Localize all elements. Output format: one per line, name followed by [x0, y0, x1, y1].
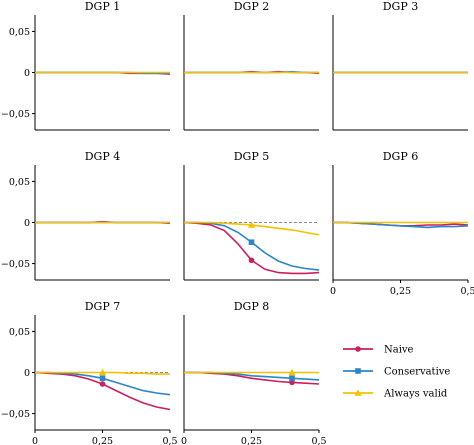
legend-label: Naive: [384, 345, 414, 356]
facet-panel-8: DGP 8 0 0,25 0,5: [181, 300, 327, 445]
x-tick-label: 0: [330, 286, 336, 297]
legend-marker-naive: [355, 346, 361, 352]
panel-title: DGP 2: [234, 0, 270, 13]
panel-title: DGP 7: [85, 300, 121, 313]
point-marker-conservative: [99, 375, 106, 382]
legend-label: Always valid: [383, 389, 448, 400]
point-marker-conservative: [289, 375, 295, 382]
panel-title: DGP 6: [383, 150, 419, 163]
x-tick-label: 0,5: [460, 286, 474, 297]
y-tick-label: 0,05: [9, 27, 30, 38]
x-tick-label: 0,5: [162, 436, 177, 445]
x-tick-label: 0,25: [390, 286, 411, 297]
x-tick-label: 0: [32, 436, 38, 445]
point-marker-always-valid: [98, 368, 107, 376]
panel-title: DGP 5: [234, 150, 270, 163]
point-marker-naive: [99, 381, 106, 387]
legend-label: Conservative: [384, 367, 450, 378]
y-tick-label: 0: [24, 218, 30, 229]
x-tick-label: 0: [181, 436, 187, 445]
facet-panel-1: DGP 1 0,05 0 −0,05: [1, 0, 171, 131]
facet-panel-6: DGP 6 0 0,25 0,5: [330, 150, 474, 297]
y-tick-label: 0: [24, 68, 30, 79]
x-tick-label: 0,5: [311, 436, 326, 445]
point-marker-naive: [248, 257, 255, 264]
facet-panel-3: DGP 3: [332, 0, 468, 131]
y-tick-label: −0,05: [1, 259, 30, 270]
y-tick-label: −0,05: [1, 109, 30, 120]
series-line-naive: [183, 221, 320, 275]
legend-marker-always-valid: [354, 389, 362, 396]
facet-panel-5: DGP 5: [183, 150, 320, 281]
y-tick-label: 0,05: [9, 177, 30, 188]
point-marker-conservative: [248, 239, 255, 246]
y-tick-label: −0,05: [1, 409, 30, 420]
point-marker-always-valid: [247, 221, 256, 228]
legend: Naive Conservative Always valid: [343, 345, 450, 400]
panel-title: DGP 1: [85, 0, 121, 13]
facet-panel-7: DGP 7 0,05 0 −0,05 0 0,25 0,5: [1, 300, 178, 445]
panel-title: DGP 8: [234, 300, 270, 313]
panel-title: DGP 3: [383, 0, 419, 13]
point-marker-always-valid: [288, 368, 296, 376]
facet-panel-2: DGP 2: [183, 0, 320, 131]
x-tick-label: 0,25: [241, 436, 262, 445]
facet-panel-4: DGP 4 0,05 0 −0,05: [1, 150, 171, 281]
legend-marker-conservative: [355, 368, 361, 374]
y-tick-label: 0: [24, 368, 30, 379]
x-tick-label: 0,25: [92, 436, 113, 445]
panel-title: DGP 4: [85, 150, 121, 163]
y-tick-label: 0,05: [9, 327, 30, 338]
